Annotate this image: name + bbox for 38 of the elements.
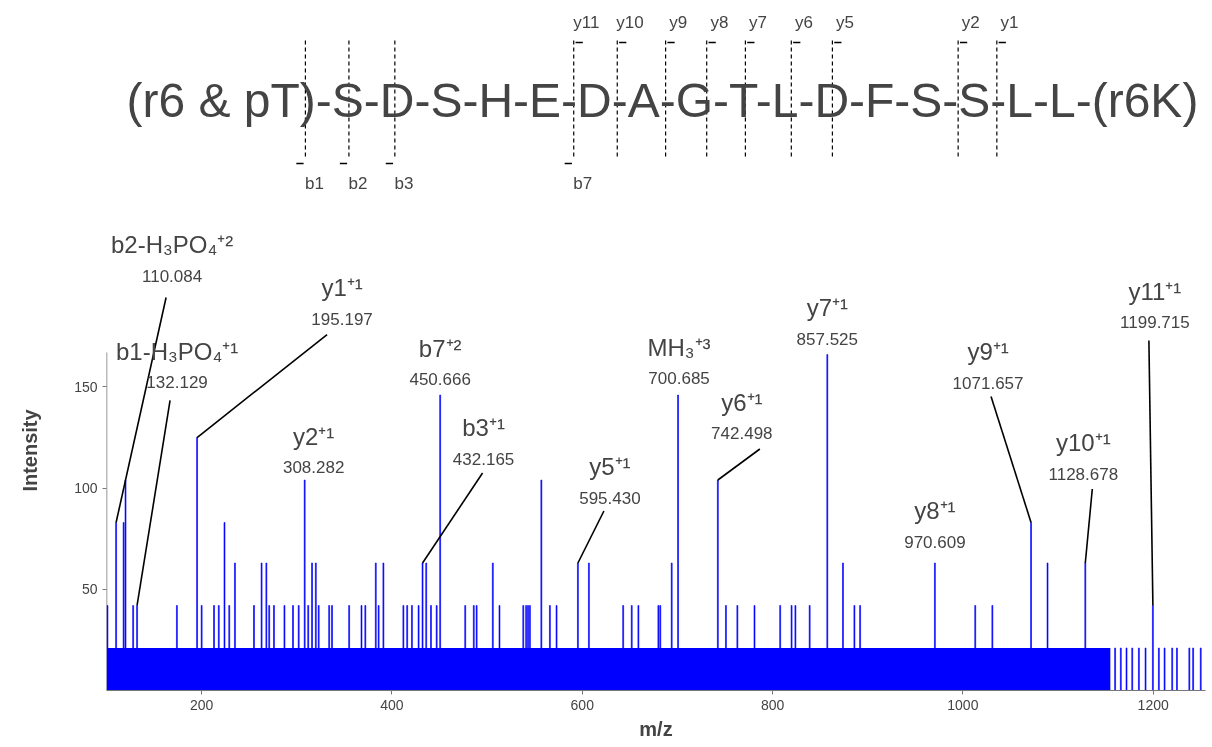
annotation: b2-H₃PO₄⁺² 110.084 xyxy=(110,231,234,286)
text: b1 xyxy=(305,174,324,193)
x-tick-label: 200 xyxy=(189,696,214,713)
x-tick-label: 800 xyxy=(760,696,785,713)
annotation: y5⁺¹ 595.430 xyxy=(579,453,641,508)
x-tick-label: 1200 xyxy=(1137,696,1169,713)
text: y5 xyxy=(836,13,855,32)
text: y1 xyxy=(1000,13,1019,32)
text: b2 xyxy=(348,174,368,193)
text: y2 xyxy=(961,13,980,32)
x-axis-title: m/z xyxy=(639,717,673,740)
annotation: b7⁺² 450.666 xyxy=(409,334,471,389)
annotation: MH₃⁺³ 700.685 xyxy=(647,333,711,388)
x-tick-label: 1000 xyxy=(947,696,979,713)
x-tick-label: 600 xyxy=(570,696,595,713)
y-tick-label: 150 xyxy=(74,378,98,395)
text: y10 xyxy=(616,13,644,32)
annotation: y10⁺¹ 1128.678 xyxy=(1048,429,1119,484)
annotation: y6⁺¹ 742.498 xyxy=(711,388,773,444)
text: y11 xyxy=(573,13,600,32)
text: y6 xyxy=(795,13,813,32)
annotation: y1⁺¹ 195.197 xyxy=(311,274,373,329)
text: b7 xyxy=(573,174,593,193)
y-axis-title: Intensity xyxy=(19,408,42,492)
text: y7 xyxy=(749,13,768,32)
annotation: y9⁺¹ 1071.657 xyxy=(952,338,1024,393)
text: (r6 & pT)-S-D-S-H-E-D-A-G-T-L-D-F-S-S-L-L-(r6K) xyxy=(126,74,1199,127)
text: b3 xyxy=(394,174,414,193)
annotation: y11⁺¹ 1199.715 xyxy=(1120,277,1190,333)
annotation: y2⁺¹ 308.282 xyxy=(282,422,345,478)
y-tick-label: 50 xyxy=(81,581,98,598)
y-tick-label: 100 xyxy=(74,480,98,497)
text: y8 xyxy=(710,13,729,32)
annotation: y7⁺¹ 857.525 xyxy=(796,294,859,349)
annotation: b3⁺¹ 432.165 xyxy=(452,414,515,469)
x-tick-label: 400 xyxy=(380,696,404,713)
annotation: y8⁺¹ 970.609 xyxy=(904,497,966,552)
text: y9 xyxy=(669,13,688,32)
